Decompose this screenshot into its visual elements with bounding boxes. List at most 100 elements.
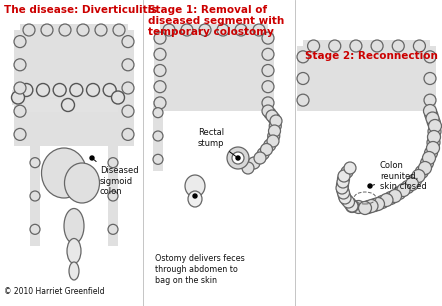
- Circle shape: [338, 189, 350, 201]
- Circle shape: [254, 152, 266, 164]
- Ellipse shape: [65, 163, 99, 203]
- Circle shape: [14, 82, 26, 94]
- Circle shape: [401, 181, 414, 193]
- Circle shape: [428, 120, 442, 132]
- Circle shape: [368, 184, 372, 188]
- Circle shape: [122, 129, 134, 140]
- Circle shape: [415, 166, 428, 178]
- Circle shape: [267, 135, 279, 147]
- Bar: [303, 46, 430, 111]
- Bar: [14, 30, 26, 146]
- Circle shape: [122, 105, 134, 117]
- Bar: [160, 30, 268, 111]
- Circle shape: [424, 73, 436, 84]
- Circle shape: [365, 200, 378, 212]
- Circle shape: [154, 32, 166, 44]
- Circle shape: [268, 125, 281, 137]
- Circle shape: [248, 157, 260, 169]
- Circle shape: [427, 130, 441, 144]
- Circle shape: [358, 201, 371, 215]
- Bar: [18, 84, 118, 96]
- Circle shape: [242, 162, 254, 174]
- Circle shape: [338, 170, 350, 182]
- Circle shape: [30, 158, 40, 168]
- Circle shape: [405, 177, 419, 191]
- Circle shape: [308, 40, 320, 52]
- Circle shape: [266, 110, 278, 122]
- Circle shape: [297, 73, 309, 84]
- Circle shape: [412, 170, 425, 182]
- Circle shape: [236, 156, 240, 160]
- Circle shape: [371, 197, 385, 211]
- Circle shape: [70, 84, 83, 96]
- Circle shape: [425, 108, 438, 121]
- Circle shape: [393, 186, 406, 200]
- Ellipse shape: [67, 238, 81, 263]
- Circle shape: [90, 156, 94, 160]
- Circle shape: [341, 166, 353, 178]
- Circle shape: [413, 40, 425, 52]
- Text: Rectal
stump: Rectal stump: [198, 128, 236, 156]
- Circle shape: [153, 154, 163, 164]
- Circle shape: [113, 24, 125, 36]
- Circle shape: [23, 24, 35, 36]
- Circle shape: [199, 24, 211, 36]
- Circle shape: [384, 192, 397, 204]
- Circle shape: [344, 162, 356, 174]
- Circle shape: [87, 84, 99, 96]
- Circle shape: [336, 179, 348, 191]
- Text: Colon
reunited,
skin closed: Colon reunited, skin closed: [373, 161, 427, 191]
- Circle shape: [389, 189, 401, 203]
- Bar: [20, 30, 128, 146]
- Circle shape: [346, 200, 358, 212]
- Circle shape: [362, 200, 375, 214]
- Circle shape: [14, 35, 26, 48]
- Circle shape: [154, 97, 166, 109]
- Text: Ostomy delivers feces
through abdomen to
bag on the skin: Ostomy delivers feces through abdomen to…: [155, 254, 245, 285]
- Circle shape: [103, 84, 116, 96]
- Text: © 2010 Harriet Greenfield: © 2010 Harriet Greenfield: [4, 287, 105, 296]
- Circle shape: [419, 162, 431, 174]
- Circle shape: [339, 192, 351, 204]
- Circle shape: [264, 139, 276, 151]
- Circle shape: [108, 191, 118, 201]
- Circle shape: [153, 108, 163, 118]
- Circle shape: [341, 194, 353, 206]
- Circle shape: [95, 24, 107, 36]
- Circle shape: [181, 24, 193, 36]
- Circle shape: [153, 131, 163, 141]
- Bar: [153, 101, 163, 171]
- Circle shape: [297, 51, 309, 63]
- Circle shape: [423, 105, 437, 118]
- Ellipse shape: [64, 208, 84, 244]
- Circle shape: [427, 116, 440, 129]
- Text: Diseased
sigmoid
colon: Diseased sigmoid colon: [94, 160, 139, 196]
- Circle shape: [111, 91, 125, 104]
- Circle shape: [337, 185, 349, 196]
- Circle shape: [217, 24, 229, 36]
- Bar: [262, 30, 274, 111]
- Circle shape: [424, 94, 436, 106]
- Circle shape: [344, 198, 356, 210]
- Circle shape: [329, 40, 341, 52]
- Circle shape: [350, 40, 362, 52]
- Circle shape: [392, 40, 404, 52]
- Circle shape: [262, 81, 274, 93]
- Circle shape: [14, 59, 26, 71]
- Circle shape: [108, 158, 118, 168]
- Bar: [18, 90, 118, 105]
- Circle shape: [343, 196, 354, 208]
- Circle shape: [297, 94, 309, 106]
- Circle shape: [427, 141, 439, 155]
- Circle shape: [269, 120, 281, 132]
- Circle shape: [14, 105, 26, 117]
- Ellipse shape: [42, 148, 87, 198]
- Circle shape: [262, 105, 274, 117]
- Circle shape: [154, 48, 166, 60]
- Circle shape: [424, 147, 438, 159]
- Circle shape: [11, 91, 24, 104]
- Circle shape: [262, 97, 274, 109]
- Circle shape: [20, 84, 33, 96]
- Circle shape: [352, 200, 365, 214]
- Circle shape: [368, 199, 381, 211]
